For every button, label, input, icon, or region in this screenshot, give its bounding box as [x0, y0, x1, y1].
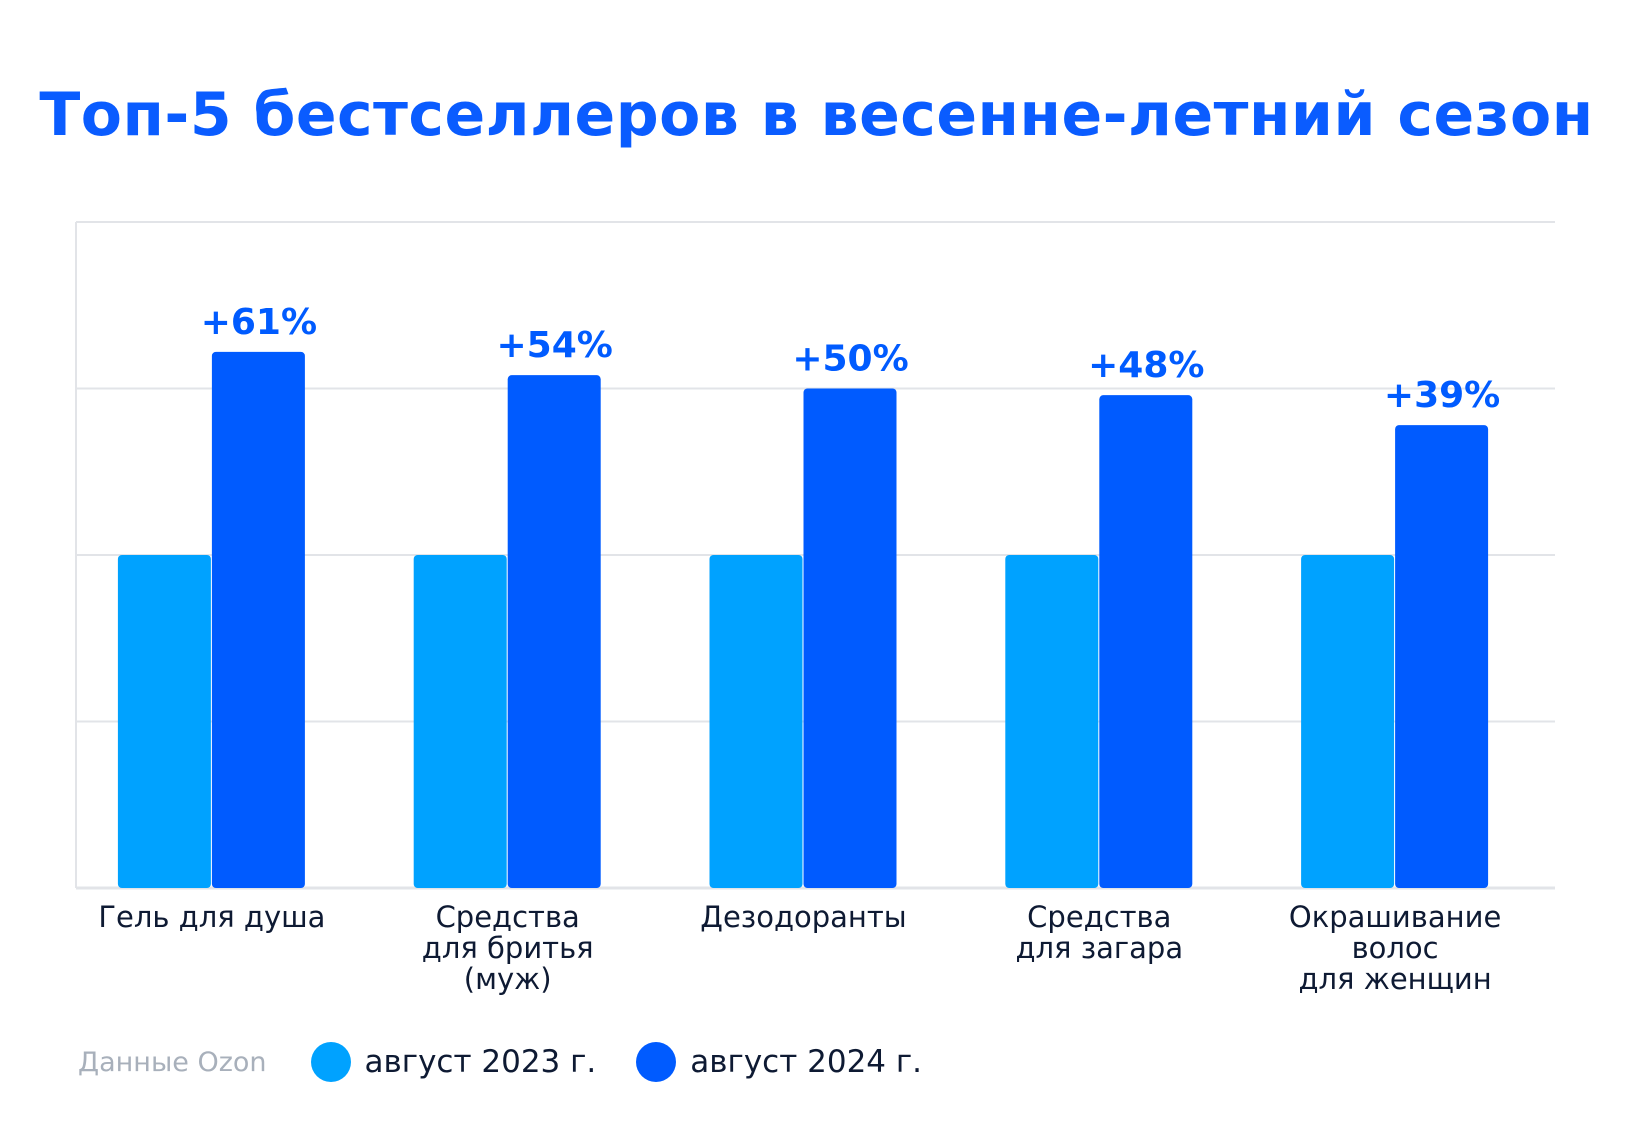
bar-2023 [117, 555, 211, 888]
chart-title: Топ-5 бестселлеров в весенне-летний сезо… [39, 80, 1594, 150]
bar-2023 [1301, 555, 1395, 888]
legend-item-2024: август 2024 г. [636, 1042, 922, 1082]
data-source-note: Данные Ozon [78, 1046, 267, 1078]
bar-2024 [803, 388, 897, 888]
category-label-line: Средства [1027, 900, 1171, 934]
category-label-line: Гель для душа [98, 900, 325, 934]
bar-2024 [1395, 425, 1489, 888]
data-label: +50% [792, 339, 908, 380]
data-label: +39% [1384, 375, 1500, 416]
category-label-line: для бритья [422, 931, 594, 965]
legend-swatch-2023 [310, 1042, 351, 1082]
bar-chart: +61%Гель для душа+54%Средства для бритья(… [75, 221, 1555, 996]
category-label-line: Окрашивание [1289, 900, 1501, 934]
legend-swatch-2024 [636, 1042, 677, 1082]
legend-label-2023: август 2023 г. [364, 1044, 597, 1080]
category-label: Окрашивание волос для женщин [1289, 900, 1501, 996]
bar-2024 [211, 351, 305, 888]
category-label-line: (муж) [464, 962, 552, 996]
category-label: Средства для загара [1015, 900, 1183, 965]
bar-2023 [1005, 555, 1099, 888]
bar-2024 [507, 375, 601, 888]
data-label: +61% [201, 302, 317, 343]
category-label: Средства для бритья (муж) [422, 900, 594, 996]
bar-2024 [1099, 395, 1193, 888]
category-label: Дезодоранты [700, 900, 906, 934]
category-label-line: для загара [1015, 931, 1183, 965]
category-label-line: Дезодоранты [700, 900, 906, 934]
legend: Данные Ozon август 2023 г. август 2024 г… [78, 1040, 962, 1084]
legend-item-2023: август 2023 г. [310, 1042, 597, 1082]
category-label-line: для женщин [1298, 962, 1491, 996]
category-label-line: Средства [436, 900, 580, 934]
data-label: +54% [497, 325, 613, 366]
bar-2023 [413, 555, 507, 888]
legend-label-2024: август 2024 г. [690, 1044, 923, 1080]
category-label: Гель для душа [98, 900, 325, 934]
bar-2023 [709, 555, 803, 888]
data-label: +48% [1088, 345, 1204, 386]
category-label-line: волос [1352, 931, 1439, 965]
